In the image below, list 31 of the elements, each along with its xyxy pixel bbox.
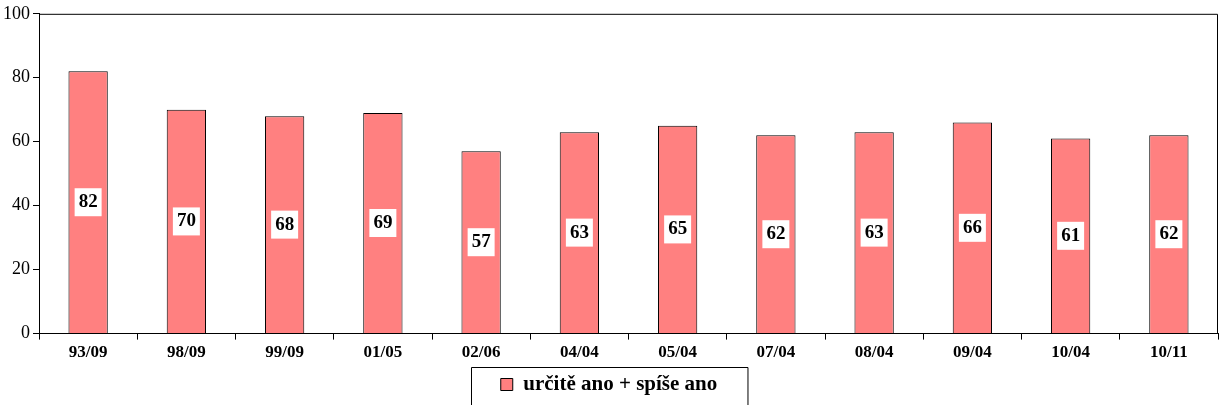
x-tick-label: 08/04 <box>854 342 894 362</box>
y-tick-label: 100 <box>3 2 30 23</box>
data-label: 82 <box>78 190 98 212</box>
data-label: 62 <box>1159 222 1179 244</box>
data-label: 63 <box>864 220 884 242</box>
x-tick-label: 93/09 <box>68 342 108 362</box>
data-label: 69 <box>373 210 393 232</box>
x-tick-label: 98/09 <box>167 342 206 362</box>
y-tick-label: 0 <box>21 322 30 343</box>
x-tick-label: 10/11 <box>1149 342 1188 362</box>
legend-label: určitě ano + spíše ano <box>523 370 718 395</box>
data-label: 70 <box>176 209 196 231</box>
x-tick-label: 09/04 <box>953 342 993 362</box>
y-tick-label: 60 <box>12 130 30 151</box>
x-tick-label: 10/04 <box>1051 342 1091 362</box>
data-label: 65 <box>668 217 688 239</box>
data-label: 61 <box>1061 223 1081 245</box>
data-label: 62 <box>766 222 786 244</box>
x-tick-label: 05/04 <box>658 342 698 362</box>
data-label: 57 <box>471 230 492 252</box>
x-tick-label: 04/04 <box>560 342 600 362</box>
x-tick-label: 99/09 <box>265 342 304 362</box>
x-tick-label: 01/05 <box>363 342 403 362</box>
data-label: 68 <box>275 212 295 234</box>
y-tick-label: 80 <box>12 66 30 87</box>
data-label: 66 <box>962 215 982 237</box>
data-label: 63 <box>569 220 589 242</box>
x-tick-label: 02/06 <box>461 342 501 362</box>
y-tick-label: 40 <box>12 194 30 215</box>
y-tick-label: 20 <box>12 258 30 279</box>
x-tick-label: 07/04 <box>756 342 796 362</box>
